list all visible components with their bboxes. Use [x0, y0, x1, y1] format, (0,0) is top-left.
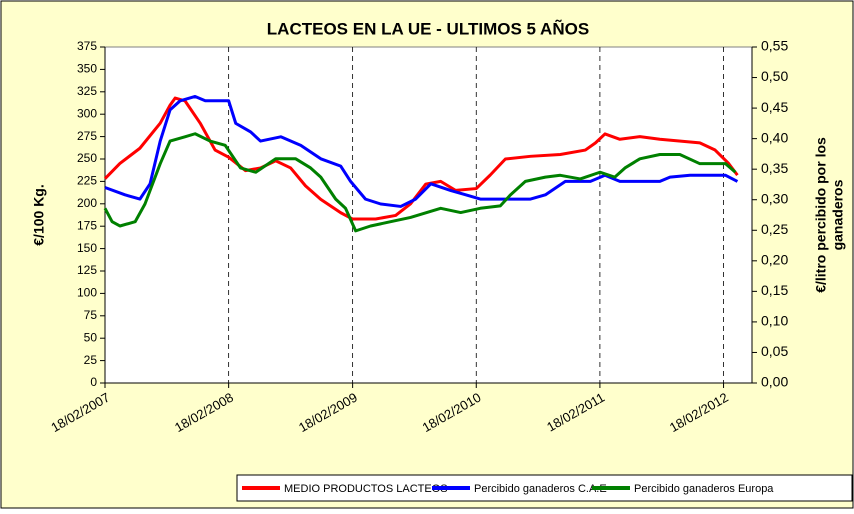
- y-tick-label: 250: [77, 151, 97, 165]
- y-tick-label: 275: [77, 129, 97, 143]
- y-tick-label: 350: [77, 62, 97, 76]
- y2-tick-label: 0,15: [761, 282, 788, 298]
- series-line: [103, 96, 739, 221]
- plot-area: [104, 46, 753, 384]
- y-tick-label: 100: [77, 286, 97, 300]
- y-tick-label: 0: [90, 375, 97, 389]
- series-line: [103, 132, 737, 233]
- y2-tick-label: 0,55: [761, 38, 788, 54]
- y2-tick-label: 0,45: [761, 99, 788, 115]
- y-tick-label: 50: [84, 330, 98, 344]
- y-axis-label: €/100 Kg.: [31, 184, 47, 245]
- y-tick-label: 75: [84, 308, 98, 322]
- legend-label: Percibido ganaderos Europa: [634, 483, 774, 495]
- y2-tick-label: 0,05: [761, 343, 788, 359]
- legend-label: Percibido ganaderos C.A.E: [474, 483, 607, 495]
- y2-tick-label: 0,20: [761, 252, 788, 268]
- y-tick-label: 125: [77, 263, 97, 277]
- y-tick-label: 225: [77, 174, 97, 188]
- y-tick-label: 325: [77, 84, 97, 98]
- y-tick-label: 375: [77, 39, 97, 53]
- y2-axis-label: ganaderos: [830, 179, 846, 250]
- y-tick-label: 150: [77, 241, 97, 255]
- y2-axis-label: €/litro percibido por los: [813, 137, 829, 293]
- y-tick-label: 25: [84, 353, 98, 367]
- legend-box: [236, 474, 853, 502]
- y2-tick-label: 0,10: [761, 313, 788, 329]
- y-tick-label: 200: [77, 196, 97, 210]
- y2-tick-label: 0,50: [761, 68, 788, 84]
- y2-tick-label: 0,25: [761, 221, 788, 237]
- legend-label: MEDIO PRODUCTOS LACTEOS: [284, 483, 448, 495]
- y-tick-label: 175: [77, 218, 97, 232]
- y-tick-label: 300: [77, 106, 97, 120]
- y2-tick-label: 0,35: [761, 160, 788, 176]
- chart-title: LACTEOS EN LA UE - ULTIMOS 5 AÑOS: [267, 18, 589, 38]
- y2-tick-label: 0,00: [761, 374, 788, 390]
- y2-tick-label: 0,40: [761, 129, 788, 145]
- y2-tick-label: 0,30: [761, 190, 788, 206]
